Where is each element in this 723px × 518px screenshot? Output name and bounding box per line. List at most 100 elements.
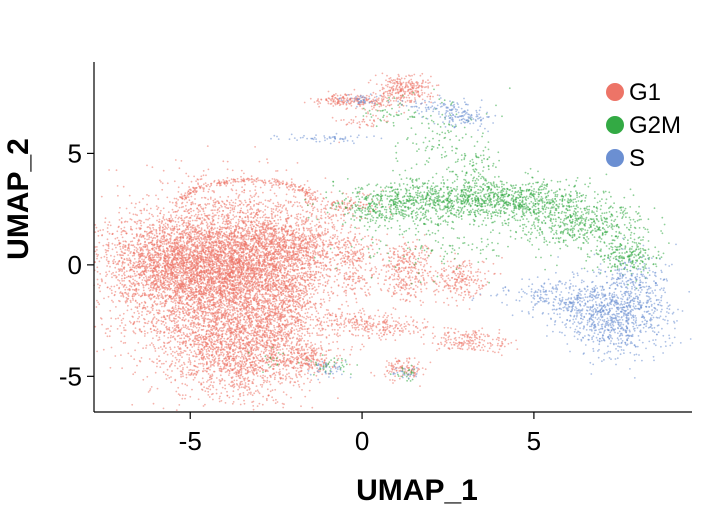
data-point	[220, 310, 223, 312]
data-point	[326, 228, 329, 231]
data-point	[220, 215, 223, 218]
data-point	[274, 317, 276, 320]
data-point	[310, 341, 312, 344]
data-point	[106, 286, 109, 289]
data-point	[257, 310, 259, 313]
data-point	[189, 305, 192, 308]
data-point	[348, 363, 351, 366]
data-point	[159, 359, 161, 362]
data-point	[152, 324, 155, 327]
data-point	[194, 202, 197, 205]
data-point	[160, 235, 163, 238]
data-point	[161, 182, 164, 185]
data-point	[152, 318, 154, 321]
data-point	[155, 318, 158, 320]
data-point	[158, 218, 161, 221]
data-point	[114, 290, 117, 293]
data-point	[116, 185, 119, 187]
data-point	[190, 265, 193, 268]
data-point	[238, 289, 241, 291]
data-point	[357, 334, 360, 337]
data-point	[238, 326, 240, 329]
data-point	[174, 294, 176, 297]
data-point	[227, 207, 229, 209]
data-point	[141, 307, 144, 310]
data-point	[169, 276, 172, 279]
data-point	[183, 242, 186, 244]
data-point	[184, 278, 187, 281]
data-point	[306, 270, 309, 273]
data-point	[202, 207, 205, 210]
data-point	[201, 344, 204, 347]
data-point	[120, 227, 123, 230]
data-point	[260, 201, 262, 204]
data-point	[247, 218, 250, 220]
data-point	[168, 326, 171, 329]
data-point	[208, 214, 211, 217]
data-point	[241, 310, 244, 312]
data-point	[219, 264, 222, 267]
data-point	[137, 341, 140, 344]
data-point	[322, 291, 325, 294]
data-point	[318, 317, 321, 320]
data-point	[267, 235, 270, 238]
data-point	[207, 198, 210, 201]
data-point	[198, 238, 201, 240]
data-point	[192, 307, 194, 310]
data-point	[161, 305, 163, 308]
data-point	[178, 233, 181, 236]
data-point	[207, 190, 210, 193]
data-point	[158, 312, 161, 315]
data-point	[160, 293, 163, 295]
data-point	[187, 307, 189, 310]
data-point	[190, 233, 192, 235]
data-point	[163, 218, 166, 221]
data-point	[120, 257, 123, 260]
data-point	[236, 177, 239, 180]
data-point	[260, 309, 263, 312]
data-point	[215, 292, 218, 295]
data-point	[297, 213, 300, 215]
data-point	[226, 315, 229, 318]
data-point	[198, 326, 201, 329]
data-point	[201, 217, 204, 219]
data-point	[273, 192, 276, 195]
data-point	[169, 319, 172, 322]
data-point	[304, 328, 306, 330]
data-point	[186, 201, 189, 204]
data-point	[172, 296, 175, 299]
data-point	[191, 388, 193, 391]
data-point	[139, 209, 142, 212]
data-point	[146, 247, 149, 249]
data-point	[215, 282, 217, 284]
data-point	[137, 288, 140, 291]
data-point	[185, 224, 188, 227]
data-point	[220, 399, 223, 402]
data-point	[197, 282, 199, 285]
data-point	[316, 200, 318, 203]
data-point	[227, 195, 230, 198]
data-point	[280, 283, 283, 286]
data-point	[204, 229, 206, 232]
data-point	[256, 294, 259, 296]
data-point	[336, 340, 339, 343]
data-point	[272, 314, 275, 317]
data-point	[232, 314, 234, 317]
data-point	[304, 201, 307, 203]
data-point	[271, 308, 273, 310]
data-point	[288, 274, 291, 277]
data-point	[124, 291, 126, 294]
data-point	[204, 325, 207, 328]
data-point	[200, 227, 203, 230]
data-point	[170, 214, 172, 217]
data-point	[329, 269, 332, 272]
data-point	[214, 209, 216, 212]
data-point	[224, 205, 227, 208]
data-point	[254, 185, 257, 188]
data-point	[124, 249, 127, 251]
data-point	[109, 224, 112, 227]
data-point	[161, 295, 164, 298]
data-point	[237, 197, 240, 199]
data-point	[243, 212, 245, 215]
data-point	[327, 279, 330, 282]
